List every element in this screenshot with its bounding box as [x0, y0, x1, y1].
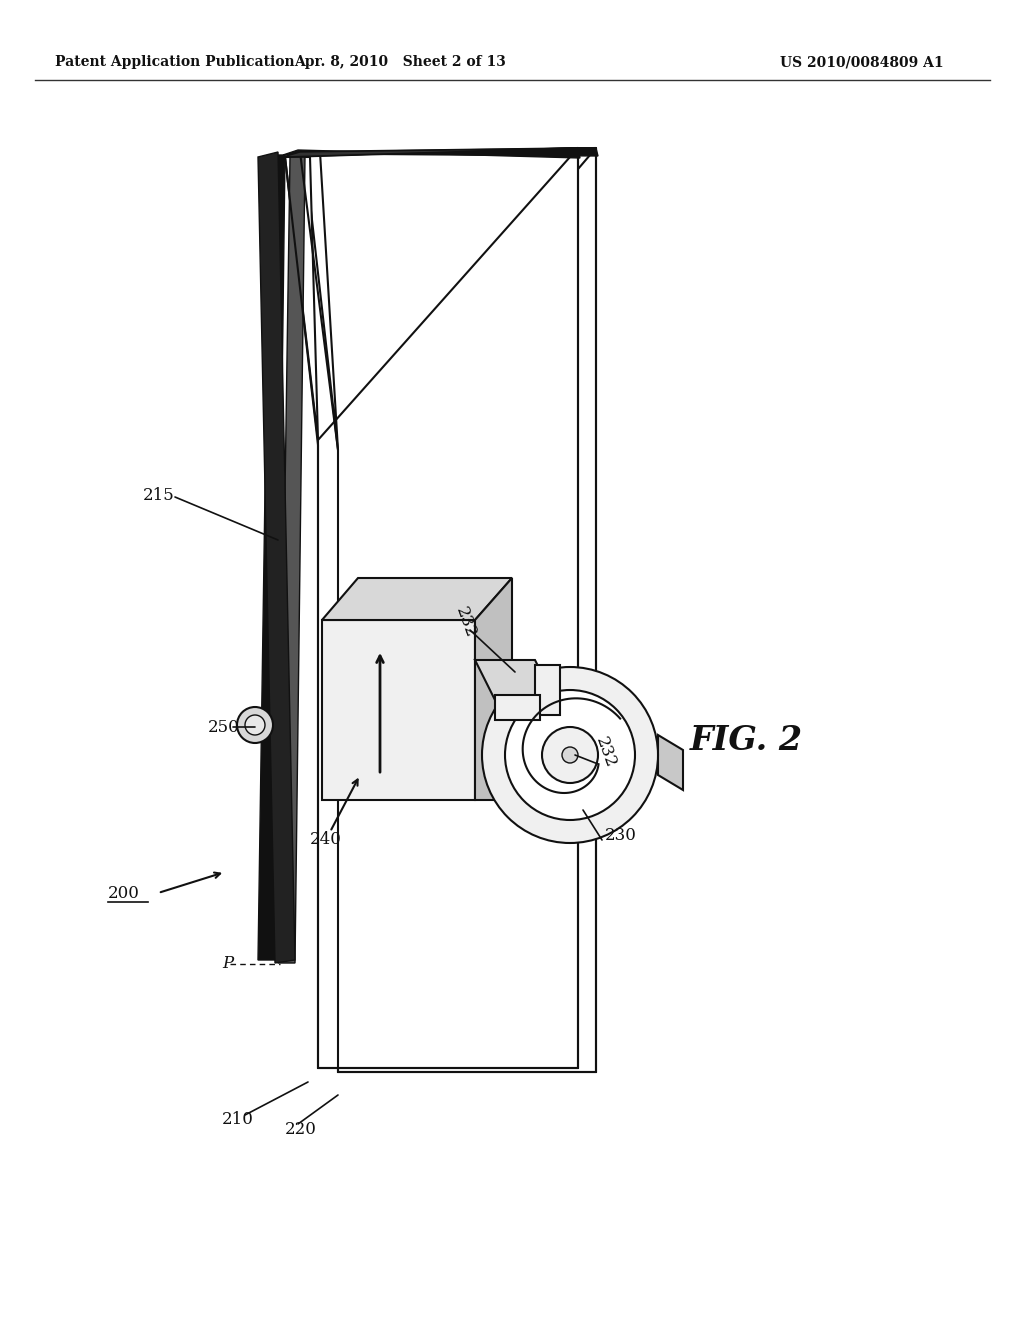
Polygon shape [258, 152, 295, 964]
Polygon shape [475, 660, 560, 710]
Text: 200: 200 [108, 886, 140, 903]
Text: P: P [222, 956, 233, 973]
Polygon shape [283, 148, 580, 158]
Text: Patent Application Publication: Patent Application Publication [55, 55, 295, 69]
Polygon shape [303, 148, 598, 156]
Polygon shape [475, 578, 512, 800]
Text: 230: 230 [605, 828, 637, 845]
Text: 210: 210 [222, 1111, 254, 1129]
Text: FIG. 2: FIG. 2 [690, 723, 803, 756]
Text: 215: 215 [143, 487, 175, 503]
Polygon shape [322, 620, 475, 800]
Text: US 2010/0084809 A1: US 2010/0084809 A1 [780, 55, 944, 69]
Polygon shape [495, 696, 540, 719]
Text: Apr. 8, 2010   Sheet 2 of 13: Apr. 8, 2010 Sheet 2 of 13 [294, 55, 506, 69]
Text: 250: 250 [208, 718, 240, 735]
Polygon shape [258, 154, 285, 960]
Circle shape [245, 715, 265, 735]
Polygon shape [338, 148, 596, 1072]
Polygon shape [283, 148, 596, 157]
Text: 232: 232 [452, 605, 479, 640]
Polygon shape [322, 578, 512, 620]
Circle shape [505, 690, 635, 820]
Text: 240: 240 [310, 832, 342, 849]
Text: 220: 220 [285, 1122, 316, 1138]
Polygon shape [318, 148, 578, 1068]
Circle shape [237, 708, 273, 743]
Circle shape [562, 747, 578, 763]
Circle shape [542, 727, 598, 783]
Polygon shape [658, 735, 683, 789]
Polygon shape [278, 157, 305, 964]
Polygon shape [285, 157, 318, 440]
Polygon shape [535, 665, 560, 715]
Polygon shape [305, 152, 338, 450]
Circle shape [482, 667, 658, 843]
Text: 232: 232 [592, 734, 618, 770]
